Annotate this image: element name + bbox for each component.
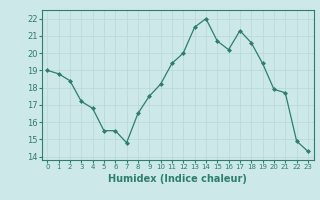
X-axis label: Humidex (Indice chaleur): Humidex (Indice chaleur) [108, 174, 247, 184]
